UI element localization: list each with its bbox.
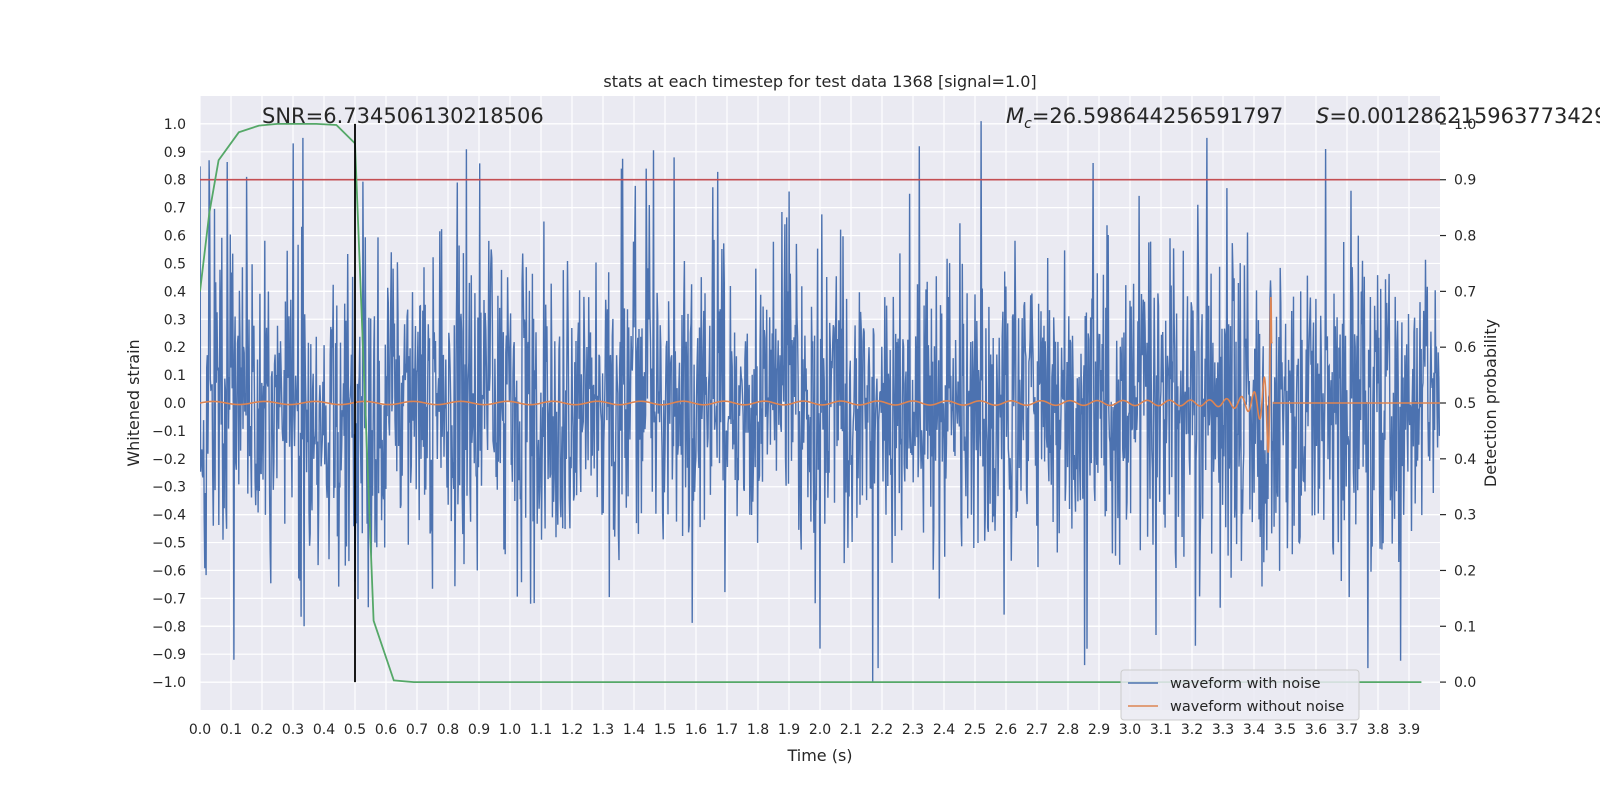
series-detection-probability — [200, 123, 1422, 683]
x-tick-label: 3.7 — [1336, 722, 1358, 738]
x-tick-label: 3.8 — [1367, 722, 1389, 738]
legend-label-waveform-without-noise: waveform without noise — [1170, 699, 1344, 715]
x-tick-label: 2.6 — [995, 722, 1017, 738]
x-tick-label: 1.5 — [654, 722, 676, 738]
y-tick-label: −0.5 — [152, 536, 186, 552]
y-tick-label: −0.7 — [152, 591, 186, 607]
chart-title: stats at each timestep for test data 136… — [603, 72, 1036, 91]
x-tick-label: 3.0 — [1119, 722, 1141, 738]
chirp-mass-value: =26.598644256591797 — [1032, 104, 1283, 128]
x-tick-label: 1.0 — [499, 722, 521, 738]
y2-tick-label: 0.3 — [1454, 508, 1476, 524]
x-tick-label: 3.2 — [1181, 722, 1203, 738]
y2-tick-label: 0.5 — [1454, 396, 1476, 412]
s-value: =0.0012862159637734294 — [1329, 104, 1600, 128]
y-tick-labels: 1.0 0.9 0.8 0.7 0.6 0.5 0.4 0.3 0.2 0.1 0.0 −0.1 −0.… — [152, 117, 186, 691]
series-waveform-with-noise — [200, 121, 1440, 683]
x-tick-label: 3.4 — [1243, 722, 1265, 738]
x-tick-label: 0.0 — [189, 722, 211, 738]
y-tick-label: −0.1 — [152, 424, 186, 440]
x-tick-label: 0.8 — [437, 722, 459, 738]
x-tick-label: 0.2 — [251, 722, 273, 738]
y2-tick-labels: 1.0 0.9 0.8 0.7 0.6 0.5 0.4 0.3 0.2 0.1 0.0 — [1440, 117, 1476, 691]
x-tick-label: 1.6 — [685, 722, 707, 738]
x-tick-label: 0.4 — [313, 722, 335, 738]
x-tick-label: 0.9 — [468, 722, 490, 738]
x-tick-label: 2.7 — [1026, 722, 1048, 738]
s-annotation: S=0.0012862159637734294 — [1316, 104, 1600, 128]
x-tick-label: 1.7 — [716, 722, 738, 738]
y-axis-label: Whitened strain — [124, 339, 143, 466]
x-tick-label: 3.5 — [1274, 722, 1296, 738]
y-tick-label: −0.2 — [152, 452, 186, 468]
x-tick-label: 2.4 — [933, 722, 955, 738]
chirp-mass-annotation: Mc=26.598644256591797 — [1006, 104, 1283, 132]
x-tick-label: 3.6 — [1305, 722, 1327, 738]
x-tick-label: 2.9 — [1088, 722, 1110, 738]
y2-tick-label: 0.6 — [1454, 340, 1476, 356]
y2-tick-label: 0.7 — [1454, 284, 1476, 300]
y-tick-label: 0.2 — [164, 340, 186, 356]
x-tick-label: 2.0 — [809, 722, 831, 738]
x-tick-label: 1.9 — [778, 722, 800, 738]
y-tick-label: −0.8 — [152, 619, 186, 635]
series-waveform-without-noise — [200, 297, 1273, 453]
y-tick-label: 1.0 — [164, 117, 186, 133]
legend-box — [1120, 669, 1360, 721]
y-tick-label: 0.6 — [164, 229, 186, 245]
y-tick-label: −0.9 — [152, 647, 186, 663]
x-tick-label: 0.7 — [406, 722, 428, 738]
x-tick-label: 2.3 — [902, 722, 924, 738]
y2-tick-label: 0.9 — [1454, 173, 1476, 189]
x-tick-label: 3.1 — [1150, 722, 1172, 738]
y2-tick-label: 0.4 — [1454, 452, 1476, 468]
chirp-mass-subscript: c — [1024, 116, 1032, 132]
y-tick-label: 0.3 — [164, 312, 186, 328]
snr-annotation: SNR=6.734506130218506 — [262, 104, 544, 128]
y2-tick-label: 1.0 — [1454, 117, 1476, 133]
x-tick-label: 0.6 — [375, 722, 397, 738]
x-tick-label: 2.8 — [1057, 722, 1079, 738]
x-tick-label: 3.3 — [1212, 722, 1234, 738]
s-symbol: S — [1316, 104, 1329, 128]
y-tick-label: −0.6 — [152, 563, 186, 579]
x-tick-labels: 0.0 0.1 0.2 0.3 0.4 0.5 0.6 0.7 0.8 0.9 1.0 1.1 1.2 1… — [189, 722, 1420, 738]
y2-tick-label: 0.0 — [1454, 675, 1476, 691]
x-tick-label: 1.2 — [561, 722, 583, 738]
legend: waveform with noise waveform without noi… — [1120, 669, 1360, 721]
y-tick-label: 0.0 — [164, 396, 186, 412]
x-tick-label: 2.1 — [840, 722, 862, 738]
y-tick-label: −0.4 — [152, 508, 186, 524]
y-tick-label: 0.4 — [164, 284, 186, 300]
y2-axis-label: Detection probability — [1481, 319, 1500, 487]
x-tick-label: 1.4 — [623, 722, 645, 738]
y2-tick-label: 0.8 — [1454, 229, 1476, 245]
x-tick-label: 1.1 — [530, 722, 552, 738]
x-tick-label: 1.8 — [747, 722, 769, 738]
y-tick-label: 0.8 — [164, 173, 186, 189]
x-tick-label: 0.5 — [344, 722, 366, 738]
x-tick-label: 3.9 — [1398, 722, 1420, 738]
y-tick-label: 0.7 — [164, 201, 186, 217]
x-axis-label: Time (s) — [786, 746, 852, 765]
x-tick-label: 0.3 — [282, 722, 304, 738]
y-tick-label: −1.0 — [152, 675, 186, 691]
y-tick-label: −0.3 — [152, 480, 186, 496]
x-tick-label: 2.2 — [871, 722, 893, 738]
y-tick-label: 0.5 — [164, 256, 186, 272]
plot-series — [200, 121, 1440, 683]
y-tick-label: 0.1 — [164, 368, 186, 384]
y2-tick-label: 0.1 — [1454, 619, 1476, 635]
x-tick-label: 1.3 — [592, 722, 614, 738]
x-tick-label: 2.5 — [964, 722, 986, 738]
y-tick-label: 0.9 — [164, 145, 186, 161]
y2-tick-label: 0.2 — [1454, 563, 1476, 579]
chirp-mass-symbol: M — [1006, 104, 1024, 128]
legend-label-waveform-with-noise: waveform with noise — [1170, 676, 1321, 692]
x-tick-label: 0.1 — [220, 722, 242, 738]
